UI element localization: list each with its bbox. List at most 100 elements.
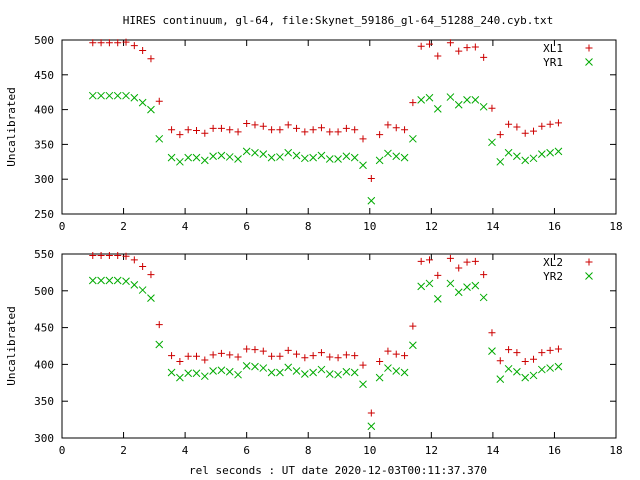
legend-label-xl1: XL1 bbox=[543, 42, 563, 55]
data-point bbox=[546, 148, 554, 157]
data-point bbox=[359, 380, 367, 389]
data-point bbox=[463, 283, 471, 291]
data-point bbox=[446, 279, 455, 288]
y-tick-label: 400 bbox=[34, 104, 54, 117]
data-point bbox=[521, 129, 529, 137]
data-point bbox=[201, 129, 209, 137]
data-point bbox=[276, 352, 284, 360]
data-point bbox=[425, 93, 434, 102]
data-point bbox=[284, 121, 292, 129]
data-point bbox=[226, 126, 234, 134]
data-point bbox=[521, 156, 530, 165]
plot-panel-1: 0 2 4 6 8 10 12 14 16 18 250 300 350 400 450 500 Uncalib… bbox=[5, 34, 623, 233]
data-point bbox=[267, 368, 276, 377]
data-point bbox=[176, 373, 184, 382]
series-yr1 bbox=[88, 91, 563, 205]
data-point bbox=[168, 352, 176, 360]
x-tick-label: 2 bbox=[120, 220, 127, 233]
data-point bbox=[454, 288, 463, 297]
data-point bbox=[488, 104, 496, 112]
data-point bbox=[168, 126, 176, 134]
data-point bbox=[217, 124, 225, 132]
data-point bbox=[97, 276, 105, 285]
data-point bbox=[376, 357, 384, 365]
x-tick-label: 18 bbox=[609, 220, 622, 233]
y-tick-label: 300 bbox=[34, 432, 54, 445]
data-point bbox=[359, 361, 367, 369]
data-point bbox=[301, 354, 309, 362]
data-point bbox=[376, 131, 384, 139]
plot-frame bbox=[61, 39, 617, 215]
data-point bbox=[537, 150, 546, 158]
data-point bbox=[300, 154, 309, 163]
x-tick-label: 12 bbox=[425, 444, 438, 457]
data-point bbox=[184, 352, 192, 360]
data-point bbox=[293, 124, 301, 132]
data-point bbox=[130, 256, 138, 264]
data-point bbox=[350, 368, 359, 377]
x-tick-label: 0 bbox=[59, 220, 66, 233]
data-point bbox=[409, 341, 417, 350]
data-point bbox=[326, 128, 334, 136]
data-point bbox=[147, 271, 155, 279]
data-point bbox=[147, 105, 155, 114]
data-point bbox=[105, 91, 114, 100]
x-tick-label: 12 bbox=[425, 220, 438, 233]
y-tick-label: 300 bbox=[34, 173, 54, 186]
data-point bbox=[434, 271, 442, 279]
data-point bbox=[309, 153, 318, 162]
data-point bbox=[105, 276, 114, 285]
data-point bbox=[300, 370, 309, 378]
x-tick-label: 8 bbox=[305, 220, 312, 233]
data-point bbox=[496, 157, 505, 166]
data-point bbox=[554, 119, 562, 127]
data-point bbox=[342, 367, 351, 376]
data-point bbox=[425, 279, 434, 288]
data-point bbox=[463, 258, 471, 266]
data-point bbox=[530, 127, 538, 135]
data-point bbox=[496, 131, 504, 139]
data-point bbox=[201, 356, 209, 364]
data-point bbox=[267, 153, 276, 162]
data-point bbox=[400, 153, 409, 162]
data-point bbox=[505, 346, 513, 354]
data-point bbox=[192, 126, 200, 134]
data-point bbox=[217, 366, 226, 375]
data-point bbox=[155, 340, 164, 349]
data-point bbox=[446, 254, 454, 262]
data-point bbox=[243, 120, 251, 128]
data-point bbox=[342, 124, 350, 132]
data-point bbox=[317, 349, 325, 357]
data-point bbox=[417, 96, 426, 104]
data-point bbox=[209, 124, 217, 132]
data-point bbox=[184, 153, 193, 162]
data-point bbox=[401, 352, 409, 360]
data-point bbox=[243, 345, 251, 353]
data-point bbox=[122, 252, 130, 260]
data-point bbox=[138, 286, 147, 294]
data-point bbox=[409, 134, 417, 143]
x-tick-label: 0 bbox=[59, 444, 66, 457]
data-point bbox=[384, 121, 392, 129]
y-tick-label: 250 bbox=[34, 208, 54, 221]
x-tick-label: 10 bbox=[363, 220, 376, 233]
data-point bbox=[521, 373, 530, 382]
data-point bbox=[122, 277, 130, 286]
data-point bbox=[284, 363, 293, 372]
data-point bbox=[309, 352, 317, 360]
data-point bbox=[105, 39, 113, 47]
data-point bbox=[97, 251, 105, 259]
data-point bbox=[471, 43, 479, 51]
data-point bbox=[455, 47, 463, 55]
data-point bbox=[529, 154, 538, 163]
x-tick-label: 14 bbox=[486, 220, 500, 233]
data-point bbox=[513, 152, 521, 161]
data-point bbox=[130, 93, 139, 102]
data-point bbox=[226, 351, 234, 359]
x-tick-label: 6 bbox=[243, 220, 250, 233]
data-point bbox=[155, 321, 163, 329]
y-tick-label: 350 bbox=[34, 138, 54, 151]
data-point bbox=[147, 55, 155, 63]
data-point bbox=[554, 362, 563, 371]
